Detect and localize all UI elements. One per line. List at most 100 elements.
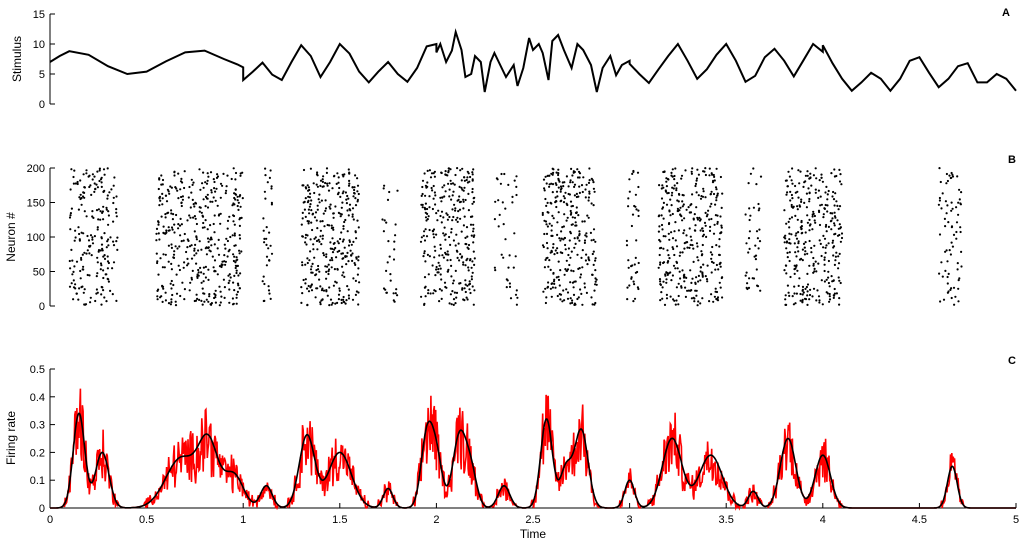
spike-dot bbox=[385, 291, 388, 294]
spike-dot bbox=[561, 251, 564, 255]
spike-dot bbox=[423, 252, 426, 255]
panel-c-label: C bbox=[1008, 355, 1016, 367]
spike-dot bbox=[838, 168, 841, 171]
spike-dot bbox=[308, 188, 311, 192]
spike-dot bbox=[806, 283, 810, 286]
spike-dot bbox=[941, 192, 944, 195]
spike-dot bbox=[208, 295, 211, 298]
spike-dot bbox=[209, 238, 212, 241]
spike-dot bbox=[705, 235, 708, 238]
spike-dot bbox=[218, 285, 221, 288]
spike-dot bbox=[207, 240, 210, 243]
spike-dot bbox=[309, 268, 313, 271]
spike-dot bbox=[99, 218, 102, 221]
spike-dot bbox=[718, 245, 721, 248]
spike-dot bbox=[628, 178, 631, 181]
spike-dot bbox=[462, 207, 465, 210]
spike-dot bbox=[838, 297, 841, 300]
spike-dot bbox=[304, 282, 307, 285]
spike-dot bbox=[394, 292, 397, 295]
spike-dot bbox=[938, 167, 941, 170]
spike-dot bbox=[161, 266, 164, 269]
spike-dot bbox=[709, 251, 713, 254]
spike-dot bbox=[556, 251, 559, 255]
spike-dot bbox=[515, 289, 518, 292]
spike-dot bbox=[665, 271, 668, 274]
spike-dot bbox=[567, 185, 570, 188]
spike-dot bbox=[690, 239, 693, 242]
spike-dot bbox=[717, 268, 720, 271]
spike-dot bbox=[90, 254, 93, 257]
spike-dot bbox=[702, 229, 705, 233]
spike-dot bbox=[334, 302, 337, 305]
spike-dot bbox=[575, 206, 578, 209]
spike-dot bbox=[794, 267, 797, 270]
spike-dot bbox=[823, 263, 826, 266]
spike-dot bbox=[183, 170, 186, 173]
spike-dot bbox=[448, 302, 451, 305]
spike-dot bbox=[814, 191, 817, 194]
spike-dot bbox=[238, 237, 242, 240]
spike-dot bbox=[113, 176, 116, 179]
spike-dot bbox=[941, 275, 944, 278]
spike-dot bbox=[270, 252, 274, 255]
spike-dot bbox=[444, 251, 447, 254]
spike-dot bbox=[665, 203, 669, 206]
spike-dot bbox=[193, 249, 196, 252]
spike-dot bbox=[72, 175, 75, 179]
spike-dot bbox=[307, 208, 310, 211]
spike-dot bbox=[718, 281, 721, 284]
spike-dot bbox=[453, 291, 456, 294]
panel-a-ytick-label: 10 bbox=[33, 39, 45, 51]
spike-dot bbox=[824, 203, 827, 207]
spike-dot bbox=[315, 219, 318, 222]
spike-dot bbox=[590, 202, 593, 205]
spike-dot bbox=[215, 187, 218, 190]
spike-dot bbox=[806, 303, 809, 306]
spike-dot bbox=[584, 234, 587, 237]
spike-dot bbox=[833, 287, 836, 291]
spike-dot bbox=[467, 192, 470, 195]
spike-dot bbox=[103, 173, 106, 176]
spike-dot bbox=[587, 257, 590, 261]
spike-dot bbox=[545, 223, 548, 226]
spike-dot bbox=[300, 286, 303, 289]
spike-dot bbox=[811, 228, 814, 231]
spike-dot bbox=[574, 221, 577, 224]
panel-b-ylabel: Neuron # bbox=[4, 212, 18, 262]
spike-dot bbox=[683, 242, 686, 245]
spike-dot bbox=[423, 250, 426, 253]
spike-dot bbox=[97, 218, 100, 221]
spike-dot bbox=[424, 260, 427, 263]
spike-dot bbox=[659, 240, 662, 243]
spike-dot bbox=[550, 202, 553, 205]
spike-dot bbox=[545, 182, 548, 185]
spike-dot bbox=[693, 229, 697, 232]
spike-dot bbox=[306, 304, 309, 307]
spike-dot bbox=[115, 211, 118, 214]
spike-dot bbox=[309, 250, 312, 253]
spike-dot bbox=[557, 260, 560, 263]
spike-dot bbox=[88, 245, 91, 248]
panel-c-xticks: 0 0.5 1 1.5 2 2.5 3 3.5 4 4.5 5 bbox=[47, 503, 1019, 526]
spike-dot bbox=[685, 208, 688, 211]
spike-dot bbox=[226, 174, 229, 177]
spike-dot bbox=[564, 243, 567, 247]
spike-dot bbox=[109, 236, 112, 239]
spike-dot bbox=[694, 184, 697, 188]
spike-dot bbox=[954, 295, 957, 298]
spike-dot bbox=[556, 247, 559, 250]
spike-dot bbox=[464, 236, 467, 239]
spike-dot bbox=[96, 272, 99, 275]
spike-dot bbox=[386, 198, 390, 201]
spike-dot bbox=[201, 287, 204, 290]
spike-dot bbox=[83, 196, 86, 199]
spike-dot bbox=[91, 173, 94, 176]
spike-dot bbox=[715, 297, 718, 301]
spike-dot bbox=[581, 220, 584, 223]
spike-dot bbox=[701, 195, 705, 198]
spike-dot bbox=[456, 250, 459, 253]
spike-dot bbox=[676, 182, 679, 185]
spike-dot bbox=[790, 216, 794, 219]
spike-dot bbox=[197, 249, 200, 252]
